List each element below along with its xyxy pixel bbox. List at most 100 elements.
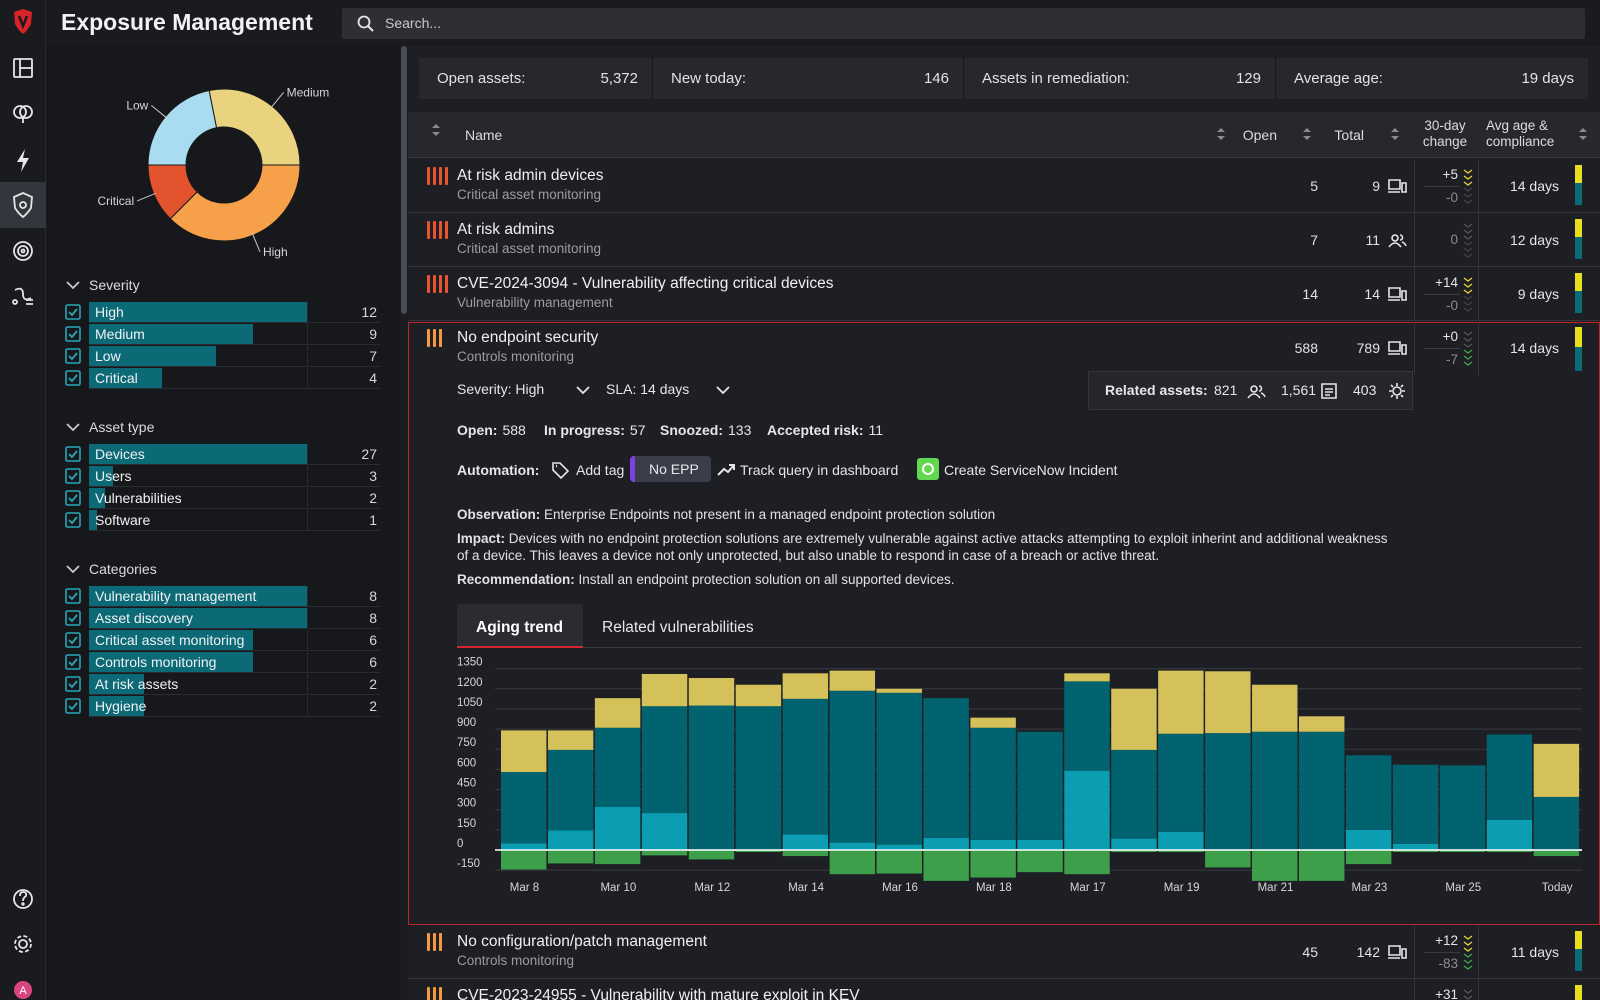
note: Impact: Devices with no endpoint protect… xyxy=(457,530,1397,564)
related-label: Related assets: xyxy=(1105,382,1208,398)
icon-check[interactable] xyxy=(65,348,83,366)
row-avg-age: 11 days xyxy=(1511,944,1559,960)
severity-tick xyxy=(427,275,430,293)
row-change: +14 xyxy=(1435,275,1458,290)
filter-label[interactable]: Low xyxy=(95,348,121,364)
filter-row-line xyxy=(89,672,380,673)
icon-check[interactable] xyxy=(65,654,83,672)
severity-dropdown[interactable]: Severity: High xyxy=(457,381,545,397)
icon-check[interactable] xyxy=(65,370,83,388)
nav-help[interactable] xyxy=(13,889,33,909)
scrollbar-thumb[interactable] xyxy=(401,46,407,314)
icon-check[interactable] xyxy=(65,676,83,694)
bar-segment xyxy=(1064,681,1110,771)
tab[interactable]: Related vulnerabilities xyxy=(602,619,754,636)
filter-label[interactable]: Vulnerability management xyxy=(95,588,257,604)
icon-check[interactable] xyxy=(65,698,83,716)
bar-segment xyxy=(1486,819,1533,850)
filter-label[interactable]: Software xyxy=(95,512,151,528)
x-tick-label: Mar 10 xyxy=(600,882,637,894)
related-count: 821 xyxy=(1214,382,1238,398)
nav-activity[interactable] xyxy=(17,149,29,172)
filter-divider xyxy=(307,347,308,365)
filter-label[interactable]: Devices xyxy=(95,446,145,462)
icon-check[interactable] xyxy=(65,490,83,508)
filter-label[interactable]: At risk assets xyxy=(95,676,179,692)
filter-label[interactable]: Critical asset monitoring xyxy=(95,632,245,648)
filter-label[interactable]: Asset discovery xyxy=(95,610,194,626)
icon-caret xyxy=(716,386,730,395)
add-tag[interactable]: Add tag xyxy=(576,462,625,478)
count-value: 133 xyxy=(728,422,752,438)
severity-tick xyxy=(433,933,436,951)
chevron xyxy=(1463,307,1473,312)
avatar[interactable] xyxy=(14,981,32,999)
col-divider xyxy=(1478,322,1479,375)
row-change: +12 xyxy=(1435,933,1458,948)
filter-label[interactable]: Users xyxy=(95,468,132,484)
tab[interactable]: Aging trend xyxy=(476,619,563,636)
chevron xyxy=(1463,181,1473,186)
chevron xyxy=(1463,247,1473,252)
table-header xyxy=(408,112,1600,158)
track-query[interactable]: Track query in dashboard xyxy=(740,462,899,478)
compliance-bar xyxy=(1575,327,1582,371)
filter-bar xyxy=(89,466,114,486)
nav-brain[interactable] xyxy=(13,105,33,123)
col-name[interactable]: Name xyxy=(465,127,503,143)
x-tick-label: Mar 14 xyxy=(788,882,824,894)
col-age[interactable]: Avg age & compliance xyxy=(1486,118,1555,149)
nav-target[interactable] xyxy=(13,241,33,261)
users-shape xyxy=(1247,385,1261,399)
row-open: 5 xyxy=(1310,178,1318,194)
chevron xyxy=(1463,187,1473,192)
search-box[interactable] xyxy=(342,8,1585,39)
nav-dashboard[interactable] xyxy=(13,58,33,78)
check-shape xyxy=(68,374,78,383)
nav-settings[interactable] xyxy=(14,935,32,953)
bar-segment xyxy=(735,684,782,707)
severity-tick xyxy=(445,167,448,185)
servicenow-incident[interactable]: Create ServiceNow Incident xyxy=(944,462,1118,478)
filter-divider xyxy=(307,303,308,321)
sla-dropdown[interactable]: SLA: 14 days xyxy=(606,381,690,397)
icon-device xyxy=(1388,179,1407,193)
col-change[interactable]: 30-day change xyxy=(1422,118,1468,149)
filter-label[interactable]: Critical xyxy=(95,370,138,386)
filter-group-title[interactable]: Asset type xyxy=(89,419,155,435)
filter-label[interactable]: High xyxy=(95,304,124,320)
icon-check[interactable] xyxy=(65,468,83,486)
nav-integrations[interactable] xyxy=(12,287,33,305)
icon-check[interactable] xyxy=(65,632,83,650)
icon-check[interactable] xyxy=(65,512,83,530)
users-shape xyxy=(1258,385,1266,398)
row-change: +5 xyxy=(1442,167,1458,182)
table-row[interactable] xyxy=(408,980,1600,1000)
icon-check[interactable] xyxy=(65,304,83,322)
col-divider xyxy=(1478,926,1479,979)
chevron xyxy=(1463,953,1473,958)
icon-check[interactable] xyxy=(65,326,83,344)
aging-trend-chart: 1350 1200 1050 900 750 600 450 300 150 0 -150 xyxy=(457,657,1582,881)
filter-label[interactable]: Vulnerabilities xyxy=(95,490,182,506)
icon-bug xyxy=(1389,383,1405,399)
filter-group-title[interactable]: Severity xyxy=(89,277,140,293)
filter-group-title[interactable]: Categories xyxy=(89,561,157,577)
row-total: 9 xyxy=(1372,178,1380,194)
check-shape xyxy=(68,330,78,339)
row-total: 14 xyxy=(1364,286,1380,302)
filter-label[interactable]: Controls monitoring xyxy=(95,654,217,670)
filter-row-line xyxy=(89,322,380,323)
filter-label[interactable]: Medium xyxy=(95,326,145,342)
bug-shape xyxy=(1389,383,1405,399)
bar-segment xyxy=(1064,673,1110,682)
col-open[interactable]: Open xyxy=(1242,127,1277,143)
icon-check[interactable] xyxy=(65,588,83,606)
icon-check[interactable] xyxy=(65,446,83,464)
tag-pill[interactable]: No EPP xyxy=(630,456,711,482)
icon-check[interactable] xyxy=(65,610,83,628)
col-total[interactable]: Total xyxy=(1334,127,1364,143)
nav-exposure[interactable] xyxy=(13,192,33,219)
chevron xyxy=(1463,965,1473,970)
filter-label[interactable]: Hygiene xyxy=(95,698,147,714)
